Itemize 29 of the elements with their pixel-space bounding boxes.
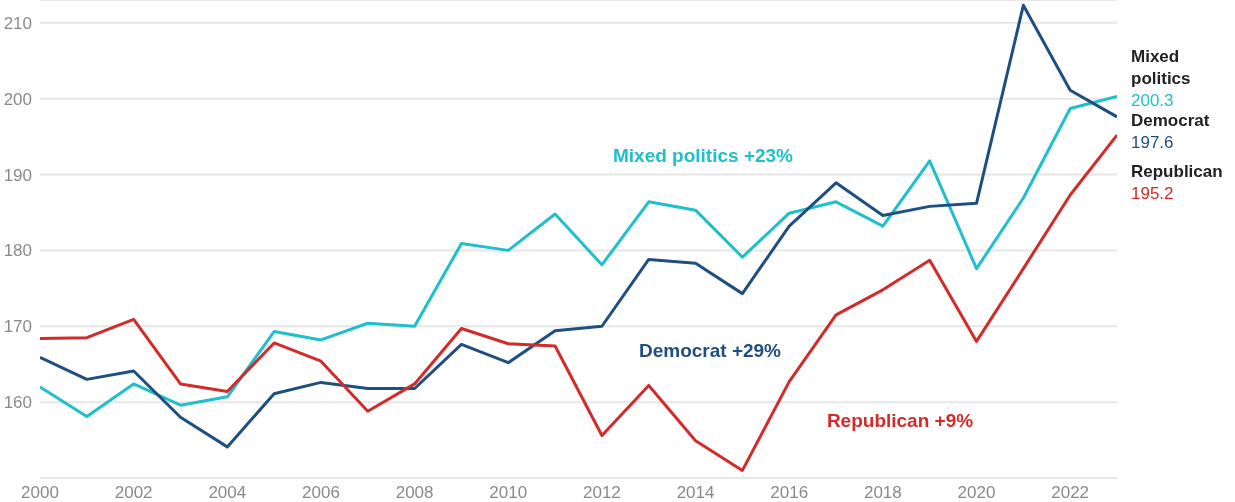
y-tick-label: 170 (3, 317, 32, 337)
annotation: Mixed politics +23% (612, 145, 794, 166)
x-tick-label: 2000 (21, 483, 59, 502)
series-label: Mixed politics (1131, 47, 1191, 89)
y-tick-label: 200 (3, 89, 32, 109)
x-tick-label: 2022 (1051, 483, 1090, 502)
series-label: Democrat (1131, 110, 1210, 130)
y-tick-label: 160 (3, 393, 32, 413)
x-tick-label: 2004 (208, 483, 247, 502)
x-tick-label: 2002 (114, 483, 153, 502)
line-series (40, 133, 1117, 472)
y-tick-label: 210 (3, 13, 32, 33)
x-tick-label: 2008 (395, 483, 434, 502)
series-label: Republican (1131, 162, 1223, 182)
x-tick-label: 2006 (302, 483, 340, 502)
annotation: Republican +9% (826, 410, 974, 431)
x-tick-label: 2012 (583, 483, 621, 502)
line-series (40, 3, 1117, 449)
x-tick-label: 2018 (863, 483, 902, 502)
data-label: 195.2 (1131, 184, 1174, 204)
data-label: 200.3 (1131, 91, 1174, 111)
x-tick-label: 2010 (489, 483, 528, 502)
data-label: 197.6 (1131, 132, 1174, 152)
y-tick-label: 180 (3, 241, 32, 261)
x-tick-label: 2020 (957, 483, 996, 502)
y-tick-label: 190 (3, 165, 32, 185)
x-tick-label: 2016 (770, 483, 809, 502)
x-tick-label: 2014 (676, 483, 715, 502)
annotation: Democrat +29% (638, 340, 782, 361)
